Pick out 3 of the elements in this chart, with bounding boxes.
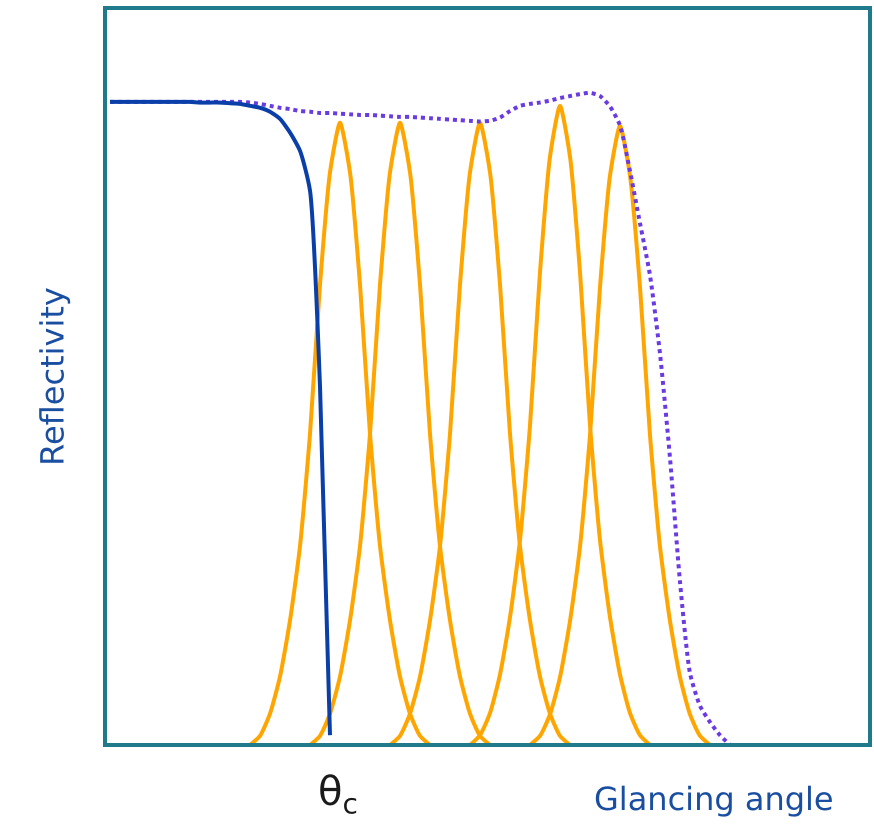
x-axis-title: Glancing angle xyxy=(594,780,834,818)
y-axis-title: Reflectivity xyxy=(33,287,72,466)
text: θ$_{c}$ xyxy=(318,769,358,820)
